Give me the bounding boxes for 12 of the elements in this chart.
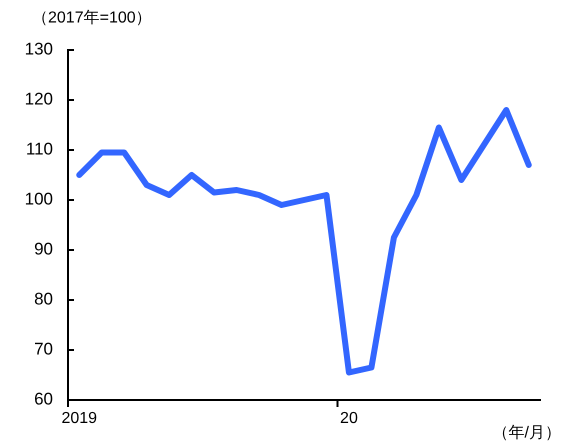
y-tick-label: 70 [34, 340, 53, 359]
y-tick-label: 100 [24, 190, 53, 209]
y-axis-title: （2017年=100） [32, 9, 152, 26]
x-tick-label: 2019 [61, 410, 98, 428]
y-tick-label: 120 [24, 90, 53, 109]
y-tick-label: 90 [34, 240, 53, 259]
x-tick-label: 20 [340, 410, 358, 428]
y-tick-label: 60 [34, 390, 53, 409]
y-tick-label: 130 [24, 40, 53, 59]
y-tick-label: 110 [26, 140, 53, 159]
y-tick-label: 80 [34, 290, 53, 309]
x-axis-title: （年/月） [492, 424, 561, 442]
